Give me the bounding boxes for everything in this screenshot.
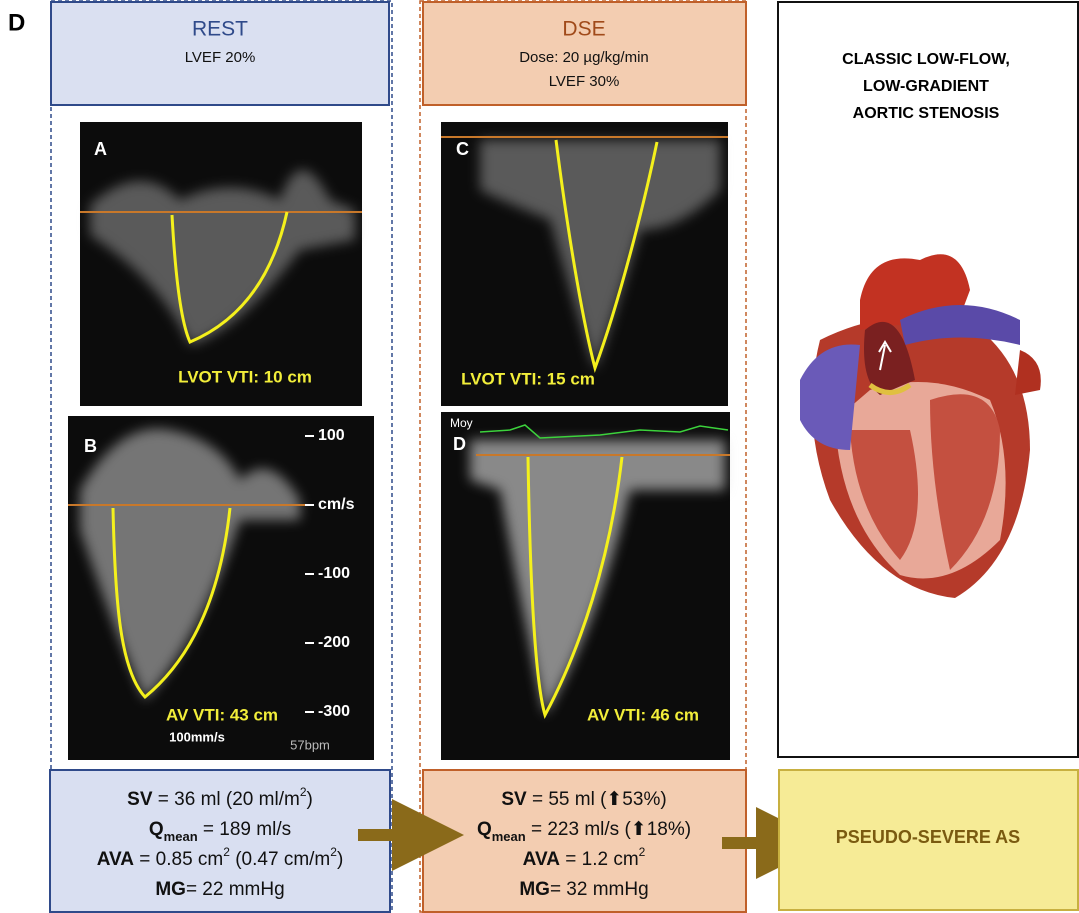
summary-key: SV [501, 789, 527, 810]
summary-text: = 36 ml (20 ml/m [153, 789, 300, 810]
summary-superscript: 2 [300, 785, 307, 799]
summary-subscript: mean [492, 829, 526, 844]
summary-key: AVA [523, 849, 561, 870]
result-box [778, 769, 1079, 911]
trace-label: Moy [450, 416, 473, 430]
heart-illustration [800, 254, 1041, 598]
summary-line: Qmean = 223 ml/s (⬆18%) [477, 819, 691, 844]
rest-header [50, 1, 390, 106]
summary-text: (0.47 cm/m [230, 849, 330, 870]
diagnosis-title: CLASSIC LOW-FLOW, [842, 51, 1010, 68]
doppler-panel-b [68, 416, 374, 760]
doppler-panel-a [80, 122, 362, 406]
rest-subtitle: LVEF 20% [185, 49, 256, 66]
summary-key: MG [519, 879, 550, 900]
summary-text: = 22 mmHg [186, 879, 285, 900]
summary-key: MG [155, 879, 186, 900]
summary-superscript: 2 [330, 845, 337, 859]
vti-label: AV VTI: 43 cm [166, 705, 278, 724]
summary-line: SV = 55 ml (⬆53%) [501, 789, 666, 810]
panel-letter: A [94, 139, 107, 159]
figure-label: D [8, 9, 25, 36]
vti-label: AV VTI: 46 cm [587, 705, 699, 724]
summary-text: = 189 ml/s [198, 819, 291, 840]
summary-line: MG= 32 mmHg [519, 879, 648, 900]
summary-line: Qmean = 189 ml/s [149, 819, 291, 844]
dse-title: DSE [562, 18, 605, 41]
doppler-panel-c [441, 122, 728, 406]
vti-label: LVOT VTI: 10 cm [178, 367, 312, 386]
panel-letter: C [456, 139, 469, 159]
rest-title: REST [192, 18, 248, 41]
rest-summary-box [49, 769, 391, 913]
summary-text: = 0.85 cm [134, 849, 223, 870]
vti-label: LVOT VTI: 15 cm [461, 369, 595, 388]
summary-subscript: mean [164, 829, 198, 844]
scale-label: cm/s [318, 496, 355, 513]
summary-key: SV [127, 789, 153, 810]
summary-key: AVA [97, 849, 135, 870]
summary-line: MG= 22 mmHg [155, 879, 284, 900]
dse-subtitle: LVEF 30% [549, 73, 620, 90]
diagnosis-title: LOW-GRADIENT [863, 78, 989, 95]
summary-superscript: 2 [223, 845, 230, 859]
heart-rate: 57bpm [290, 737, 330, 752]
summary-text: = 32 mmHg [550, 879, 649, 900]
dse-dose: Dose: 20 µg/kg/min [519, 49, 649, 66]
diagnosis-title: AORTIC STENOSIS [853, 105, 1000, 122]
summary-text: = 223 ml/s (⬆18%) [526, 819, 691, 840]
summary-line: AVA = 0.85 cm2 (0.47 cm/m2) [97, 845, 344, 870]
scale-label: -300 [318, 703, 350, 720]
summary-line: AVA = 1.2 cm2 [523, 845, 646, 870]
doppler-panel-d [441, 412, 730, 760]
summary-text: ) [337, 849, 343, 870]
panel-letter: D [453, 434, 466, 454]
summary-superscript: 2 [639, 845, 646, 859]
scale-label: -100 [318, 565, 350, 582]
scale-label: 100 [318, 427, 345, 444]
summary-text: = 55 ml (⬆53%) [527, 789, 667, 810]
summary-line: SV = 36 ml (20 ml/m2) [127, 785, 313, 810]
dse-header [422, 1, 747, 106]
summary-text: = 1.2 cm [560, 849, 639, 870]
summary-key: Q [477, 819, 492, 840]
panel-letter: B [84, 436, 97, 456]
result: PSEUDO-SEVERE AS [836, 827, 1020, 847]
summary-text: ) [307, 789, 313, 810]
sweep-speed: 100mm/s [169, 729, 225, 744]
scale-label: -200 [318, 634, 350, 651]
summary-key: Q [149, 819, 164, 840]
